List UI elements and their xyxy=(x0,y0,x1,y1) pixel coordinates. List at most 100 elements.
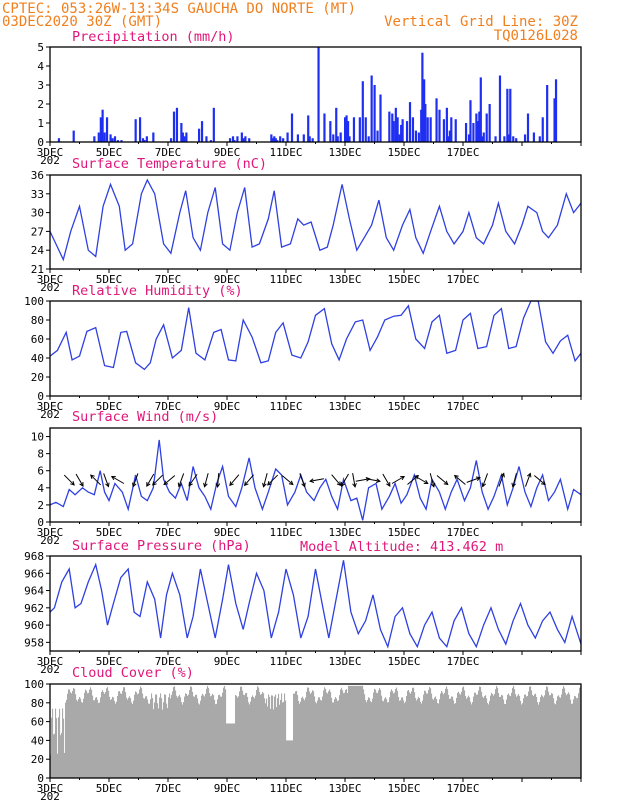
x-tick-label: 13DEC xyxy=(328,400,361,413)
precip-bar xyxy=(103,132,106,142)
cloud-cover-column xyxy=(551,693,553,778)
precip-bar xyxy=(183,136,186,142)
temp-series-line xyxy=(49,178,582,262)
cloud-cover-column xyxy=(449,698,451,778)
cloud-cover-column xyxy=(385,697,387,778)
temp-frame xyxy=(49,174,582,270)
cloud-cover-column xyxy=(67,693,69,778)
cloud-cover-column xyxy=(525,694,527,778)
precip-bar xyxy=(105,117,109,142)
cloud-cover-column xyxy=(555,704,557,778)
cloud-cover-column xyxy=(258,687,260,778)
cloud-cover-column xyxy=(275,694,277,778)
pressure-series-line xyxy=(49,560,582,649)
wind-direction-arrow xyxy=(63,474,75,486)
cloud-cover-column xyxy=(426,693,428,778)
cloud-cover-column xyxy=(204,696,206,778)
cloud-cover-column xyxy=(288,740,290,778)
cloud-cover-column xyxy=(465,695,467,778)
cloud-cover-column xyxy=(224,686,226,778)
cloud-cover-column xyxy=(347,692,349,778)
precip-bar xyxy=(57,138,61,142)
precip-bar xyxy=(506,88,509,142)
cloud-cover-column xyxy=(380,689,382,778)
cloud-cover-column xyxy=(107,687,109,778)
cloud-cover-column xyxy=(222,692,224,778)
precip-bar xyxy=(411,117,415,142)
cloud-cover-column xyxy=(307,687,309,778)
cloud-cover-column xyxy=(352,685,354,778)
cloud-cover-column xyxy=(102,690,104,778)
cloud-cover-column xyxy=(542,695,544,778)
precip-bar xyxy=(435,98,438,142)
cloud-cover-column xyxy=(479,686,481,778)
cloud-cover-column xyxy=(381,695,383,778)
precip-bar xyxy=(335,107,338,142)
cloud-cover-column xyxy=(68,689,70,778)
cloud-cover-column xyxy=(455,703,457,778)
precip-bar xyxy=(476,121,479,142)
cloud-cover-column xyxy=(407,690,409,778)
cloud-cover-column xyxy=(468,695,470,778)
cloud-cover-column xyxy=(358,685,360,778)
cloud-cover-column xyxy=(430,688,432,778)
cloud-cover-column xyxy=(52,708,54,778)
precip-bar xyxy=(276,140,279,142)
precip-bar xyxy=(302,134,305,142)
cloud-cover-column xyxy=(574,695,576,778)
x-tick-label: 9DEC xyxy=(214,526,241,539)
cloud-cover-column xyxy=(263,693,265,778)
cloud-cover-column xyxy=(162,709,164,778)
precip-bar xyxy=(391,113,394,142)
precip-bar xyxy=(438,109,441,142)
cloud-cover-column xyxy=(148,703,150,778)
cloud-cover-column xyxy=(475,692,477,778)
cloud-cover-column xyxy=(310,693,312,778)
cloud-cover-column xyxy=(365,700,367,778)
cloud-cover-column xyxy=(384,698,386,778)
cloud-cover-column xyxy=(123,687,125,778)
cloud-cover-column xyxy=(86,690,88,778)
cloud-cover-column xyxy=(404,703,406,778)
cloud-cover-column xyxy=(487,702,489,778)
precip-bar xyxy=(373,85,376,142)
precip-bar xyxy=(248,138,251,142)
cloud-cover-column xyxy=(517,695,519,778)
cloud-cover-column xyxy=(441,690,443,778)
cloud-cover-column xyxy=(356,685,358,778)
cloud-cover-column xyxy=(457,692,459,778)
cloud-cover-column xyxy=(507,694,509,778)
cloud-cover-column xyxy=(534,694,536,778)
x-tick-label: 9DEC xyxy=(214,273,241,286)
precip-bar xyxy=(120,140,123,142)
cloud-cover-column xyxy=(529,686,531,778)
cloud-cover-column xyxy=(552,693,554,778)
cloud-cover-column xyxy=(548,691,550,778)
cloud-cover-column xyxy=(97,699,99,778)
cloud-cover-column xyxy=(329,689,331,778)
cloud-cover-column xyxy=(300,701,302,778)
cloud-cover-column xyxy=(221,696,223,778)
cloud-cover-column xyxy=(459,693,461,778)
x-tick-label: 11DEC xyxy=(269,782,302,795)
cloud-cover-column xyxy=(497,687,499,778)
cloud-cover-column xyxy=(422,700,424,778)
precip-bar xyxy=(414,130,417,142)
rh-y-tick-label: 40 xyxy=(31,352,44,365)
precip-bar xyxy=(99,117,102,142)
cloud-cover-column xyxy=(483,697,485,778)
wind-direction-arrow xyxy=(146,473,155,487)
model-code: TQ0126L028 xyxy=(494,28,578,44)
cloud-cover-column xyxy=(550,695,552,778)
cloud-cover-column xyxy=(488,704,490,778)
precip-bar xyxy=(212,107,215,142)
cloud-cover-column xyxy=(566,695,568,778)
temp-y-tick-label: 27 xyxy=(31,225,44,238)
cloud-cover-column xyxy=(388,702,390,778)
cloud-cover-column xyxy=(218,695,220,778)
cloud-cover-column xyxy=(442,692,444,778)
cloud-cover-column xyxy=(528,691,530,778)
precip-bar xyxy=(364,117,367,142)
